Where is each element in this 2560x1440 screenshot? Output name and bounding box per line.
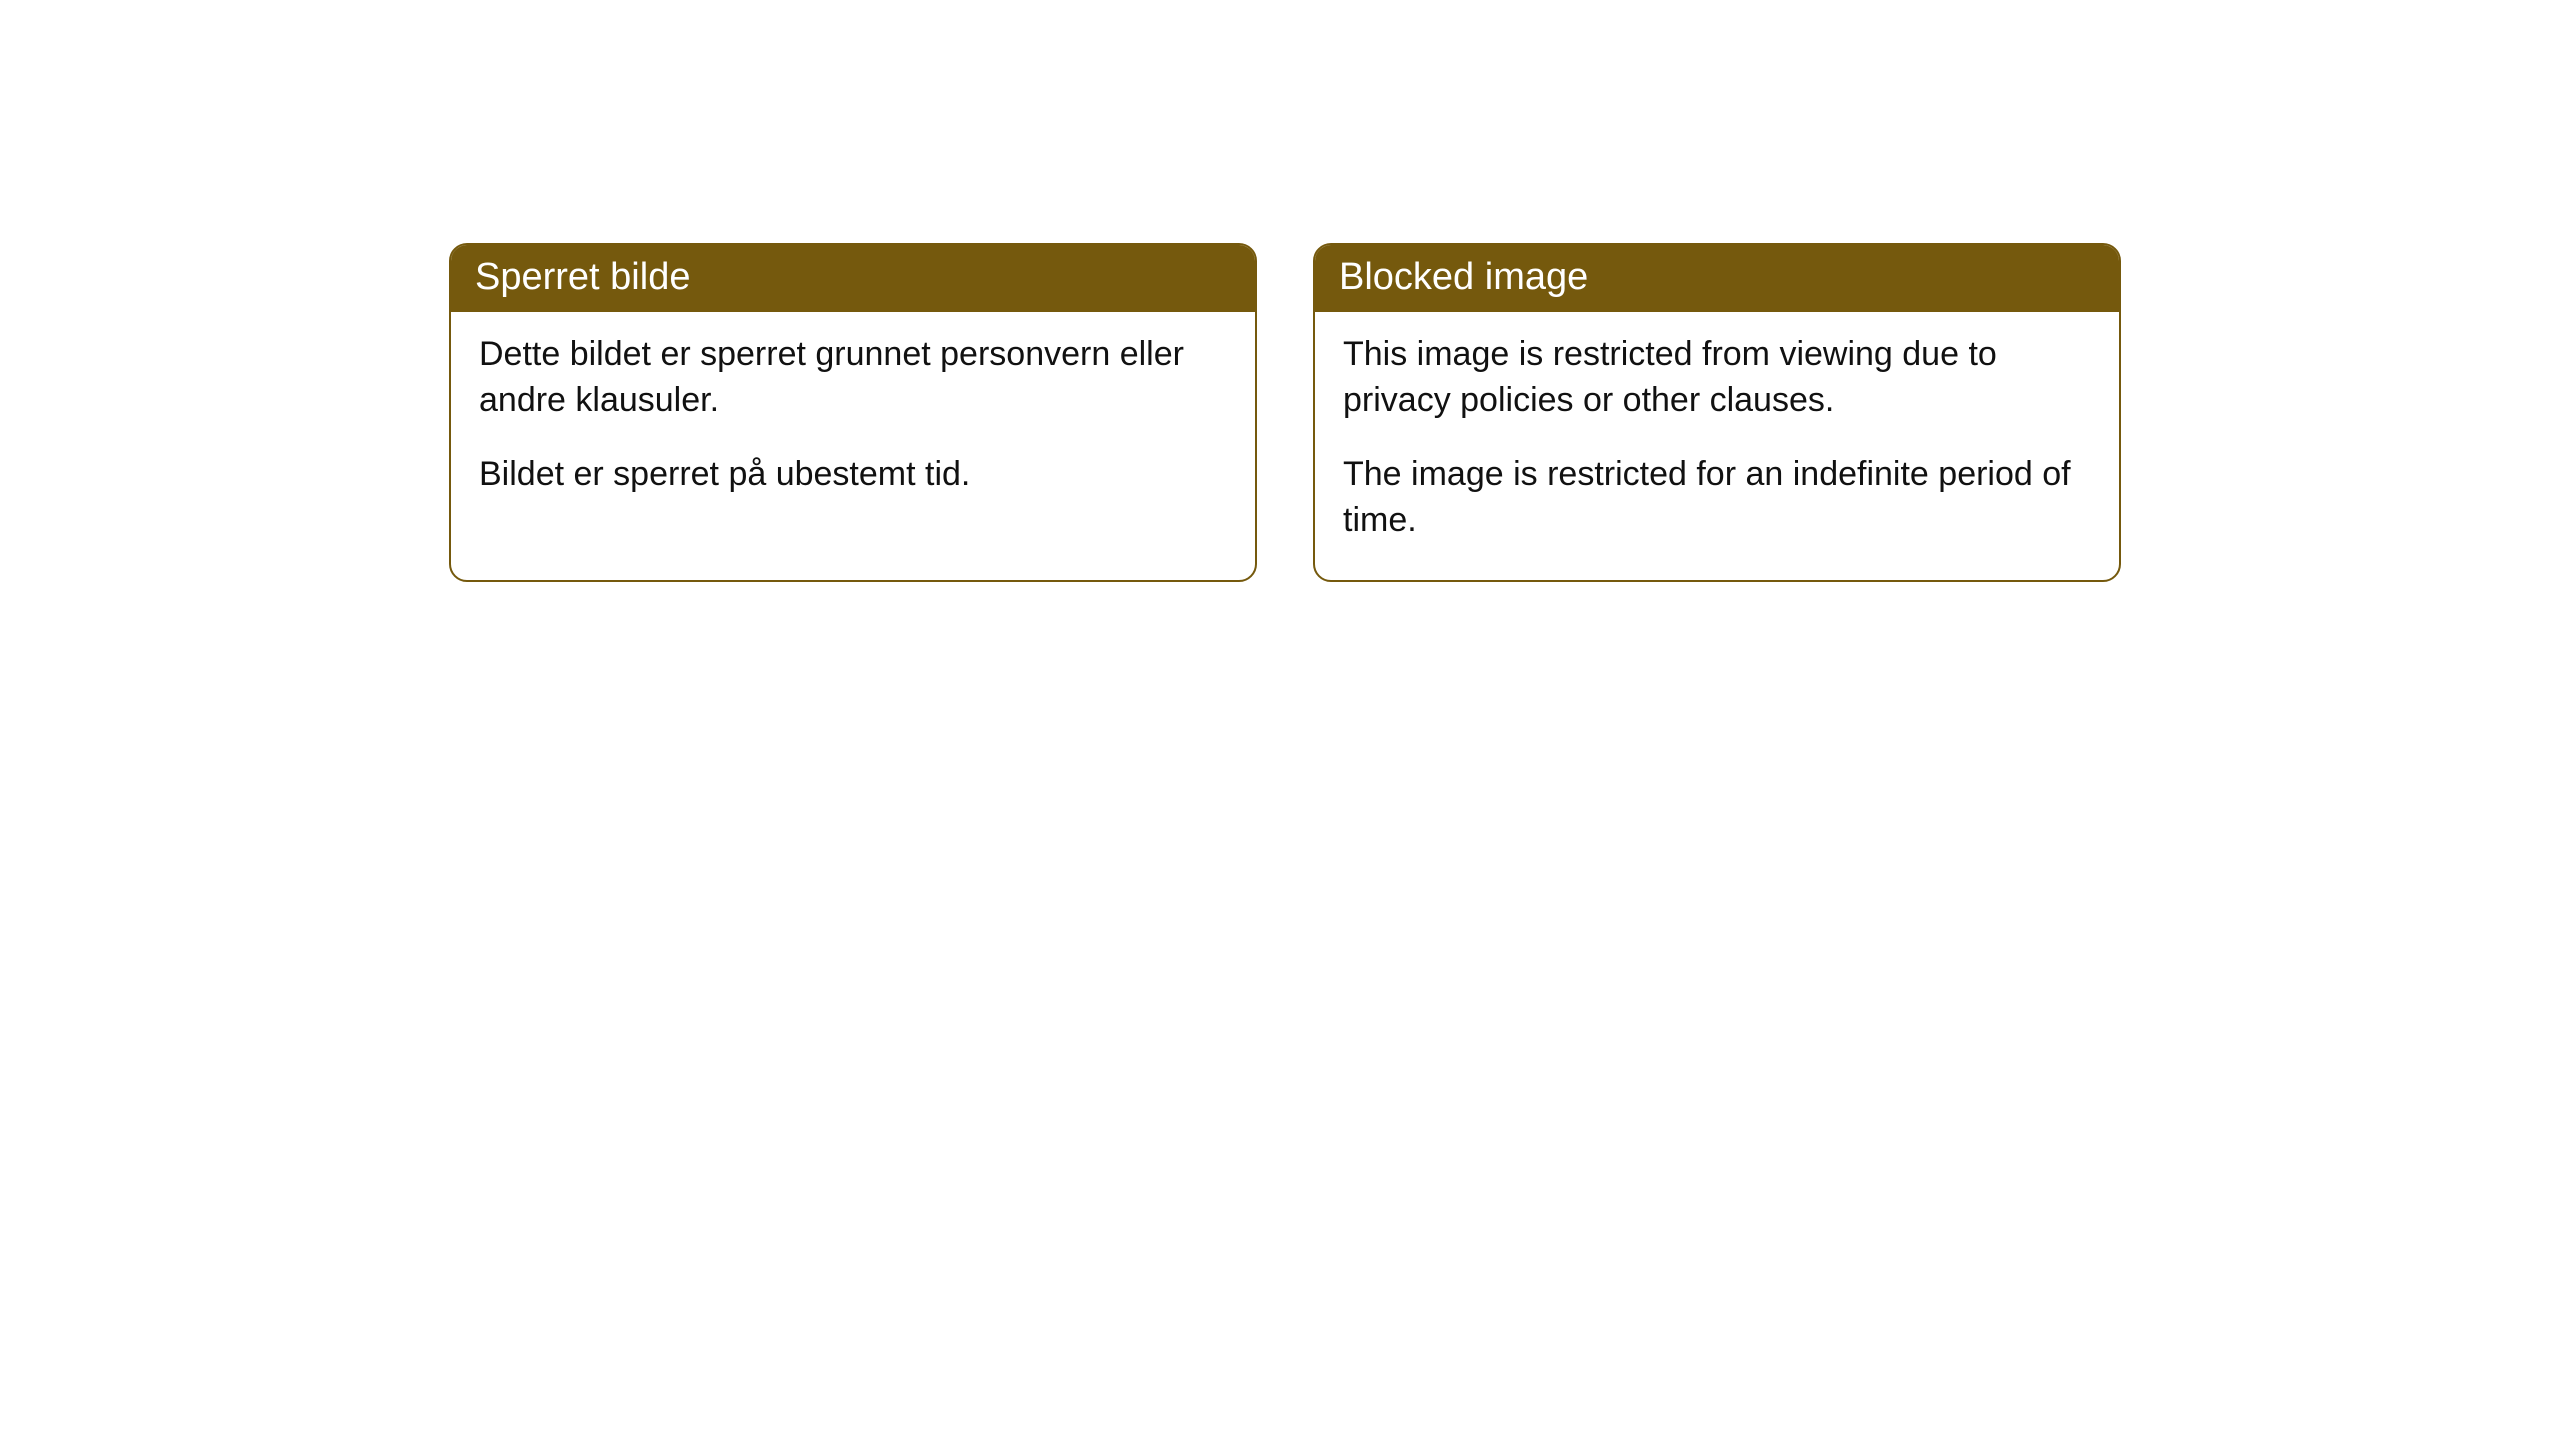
card-text-line: This image is restricted from viewing du…: [1343, 332, 2091, 424]
blocked-image-card-no: Sperret bilde Dette bildet er sperret gr…: [449, 243, 1257, 582]
card-body: This image is restricted from viewing du…: [1315, 312, 2119, 580]
notice-cards-container: Sperret bilde Dette bildet er sperret gr…: [449, 243, 2121, 582]
card-title: Blocked image: [1315, 245, 2119, 312]
card-body: Dette bildet er sperret grunnet personve…: [451, 312, 1255, 534]
card-title: Sperret bilde: [451, 245, 1255, 312]
card-text-line: Dette bildet er sperret grunnet personve…: [479, 332, 1227, 424]
card-text-line: Bildet er sperret på ubestemt tid.: [479, 452, 1227, 498]
blocked-image-card-en: Blocked image This image is restricted f…: [1313, 243, 2121, 582]
card-text-line: The image is restricted for an indefinit…: [1343, 452, 2091, 544]
